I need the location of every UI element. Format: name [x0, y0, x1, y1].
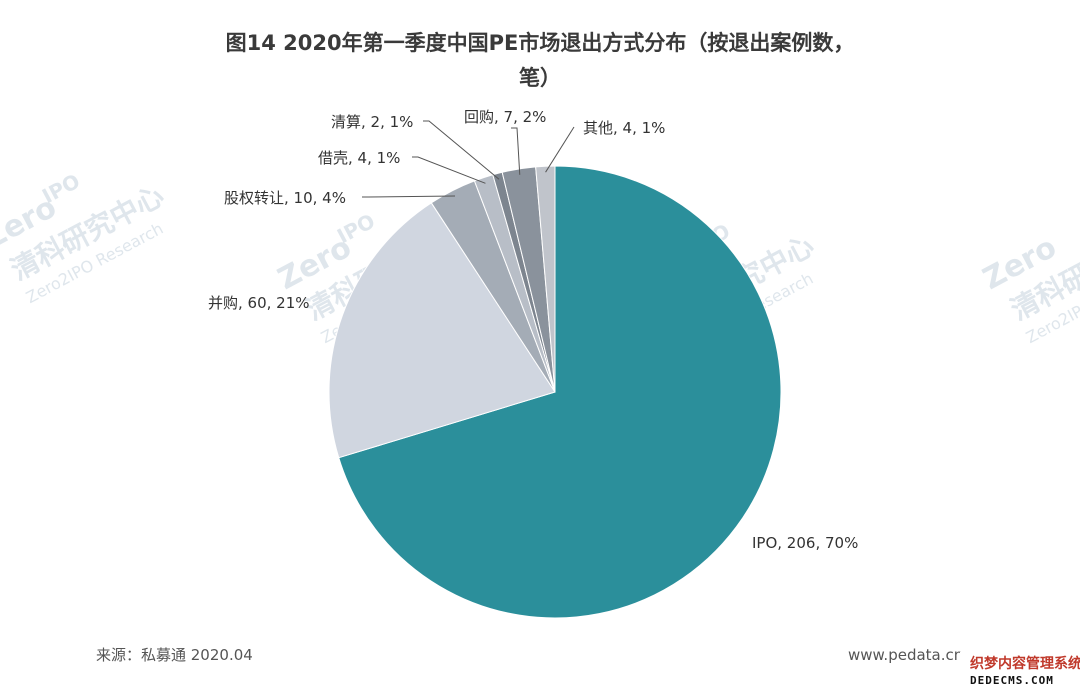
source-note: 来源：私募通 2020.04: [96, 646, 253, 664]
slice-label-3: 借壳, 4, 1%: [318, 149, 400, 167]
leader-line-4: [423, 120, 500, 180]
corner-watermark-line2: DEDECMS.COM: [970, 674, 1054, 687]
slice-label-6: 其他, 4, 1%: [583, 119, 665, 137]
chart-title-line1: 图14 2020年第一季度中国PE市场退出方式分布（按退出案例数，: [226, 31, 855, 55]
watermark-left: Zero IPO 清科研究中心 Zero2IPO Research: [0, 169, 169, 307]
slice-label-1: 并购, 60, 21%: [208, 294, 310, 312]
website-url: www.pedata.cn: [848, 646, 963, 664]
leader-line-5: [511, 127, 521, 175]
watermark-right: Zero 清科研究中心 Zero2IPO Research: [977, 219, 1080, 347]
slice-labels: IPO, 206, 70% 并购, 60, 21% 股权转让, 10, 4% 借壳, …: [208, 108, 858, 552]
slice-label-5: 回购, 7, 2%: [464, 108, 546, 126]
pie-slice-0: [338, 165, 782, 619]
pie-slices: [328, 165, 782, 619]
corner-watermark-line1: 织梦内容管理系统: [970, 655, 1080, 672]
corner-watermark-bg: [960, 652, 1080, 689]
pie-slice-6: [535, 165, 556, 393]
leader-line-6: [545, 126, 575, 173]
leader-line-2: [362, 195, 456, 198]
leader-lines: [362, 120, 575, 198]
leader-line-3: [412, 156, 486, 184]
pie-slice-1: [328, 202, 556, 459]
slice-label-4: 清算, 2, 1%: [331, 113, 413, 131]
chart-title-line2: 笔）: [519, 66, 561, 90]
slice-label-0: IPO, 206, 70%: [752, 534, 858, 552]
slice-label-2: 股权转让, 10, 4%: [224, 189, 346, 207]
